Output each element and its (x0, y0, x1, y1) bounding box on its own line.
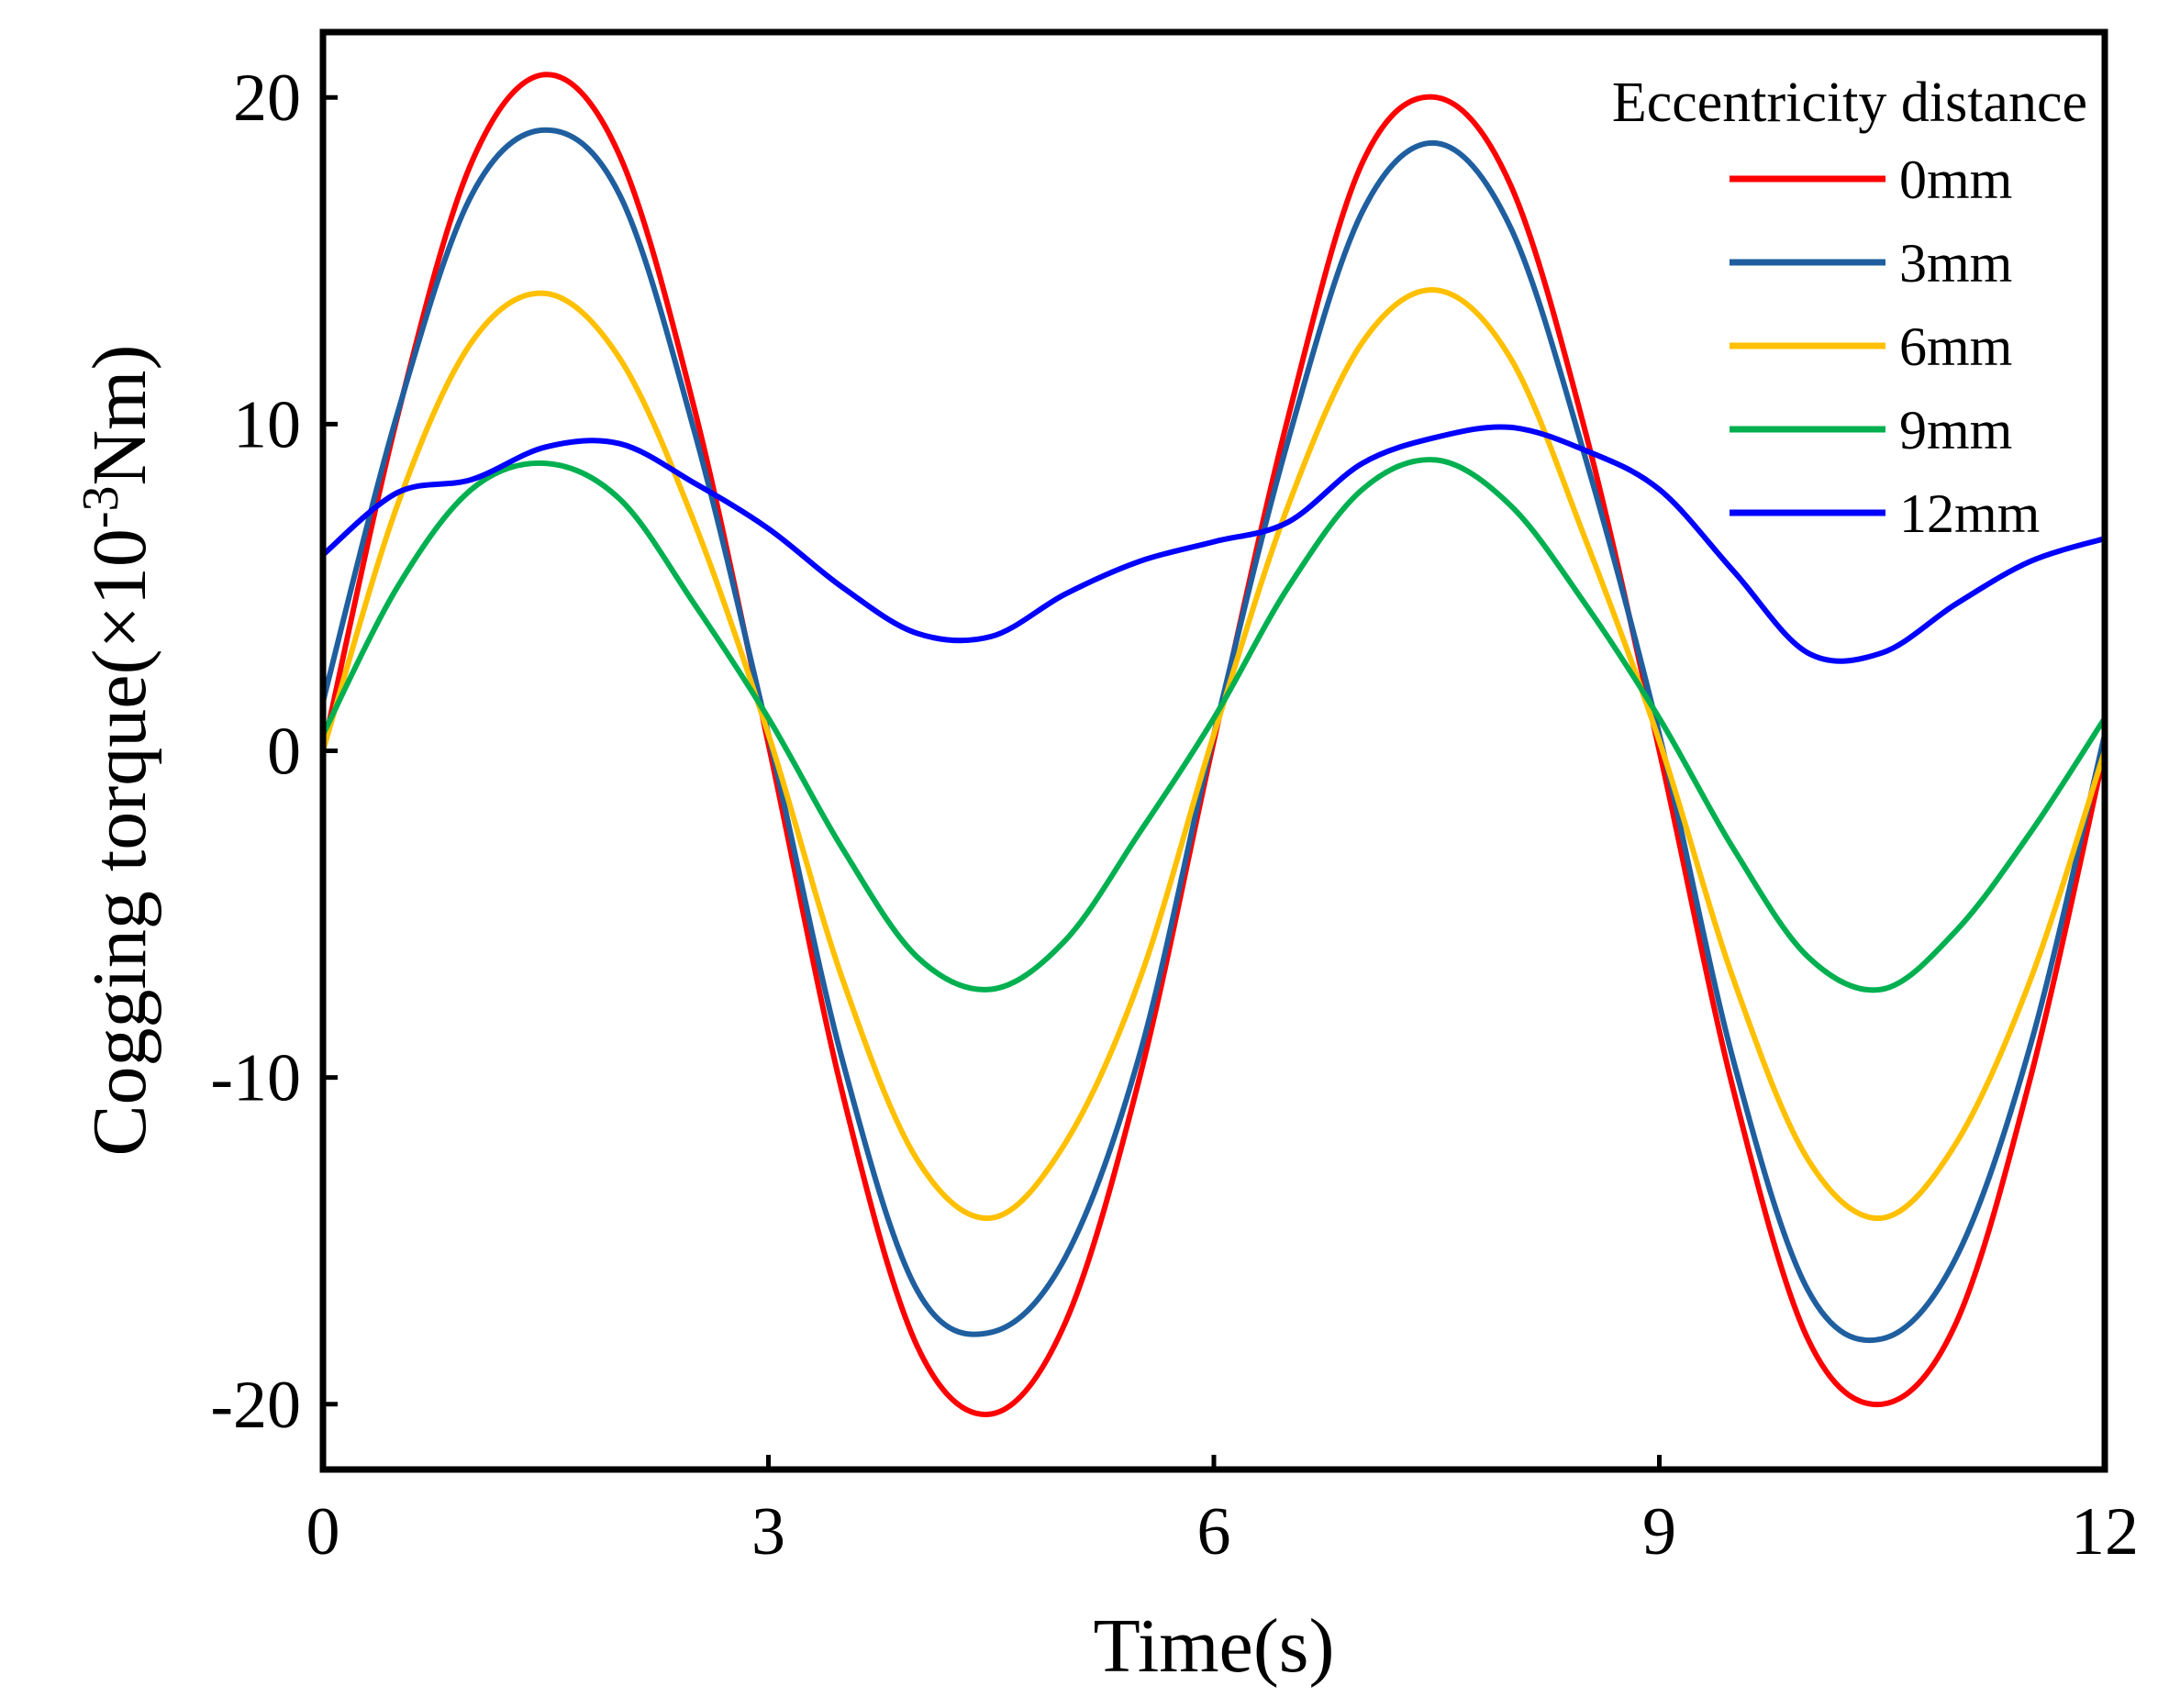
x-axis-title: Time(s) (1094, 1603, 1335, 1689)
y-axis-title: Cogging torque(×10-3Nm) (72, 345, 162, 1157)
x-tick-label-0: 0 (306, 1494, 340, 1569)
x-tick-label-9: 9 (1642, 1494, 1676, 1569)
x-tick-label-6: 6 (1197, 1494, 1231, 1569)
y-tick-label-10: 10 (233, 387, 301, 462)
series-line-6mm (320, 287, 2108, 1221)
series-layer (320, 72, 2108, 1417)
tick-layer: 0 3 6 9 12 -20 -10 0 10 20 (210, 61, 2139, 1569)
legend-title: Eccentricity distance (1612, 72, 2087, 134)
series-line-12mm (320, 424, 2108, 664)
y-tick-label-20: 20 (233, 61, 301, 136)
y-axis-title-prefix: Cogging torque(×10 (77, 528, 162, 1156)
x-tick-label-12: 12 (2071, 1494, 2139, 1569)
y-tick-label--10: -10 (210, 1041, 301, 1116)
legend-label-9mm: 9mm (1899, 400, 2012, 460)
legend-label-12mm: 12mm (1899, 483, 2040, 544)
y-tick-label-0: 0 (267, 715, 301, 790)
y-axis-title-suffix: Nm) (77, 345, 162, 486)
legend-label-6mm: 6mm (1899, 316, 2012, 377)
y-axis-title-superscript: -3 (72, 486, 129, 529)
legend-label-0mm: 0mm (1899, 150, 2012, 210)
series-line-9mm (320, 457, 2108, 993)
legend: Eccentricity distance 0mm 3mm 6mm 9mm 12mm (1612, 72, 2087, 544)
y-tick-label--20: -20 (210, 1368, 301, 1443)
legend-label-3mm: 3mm (1899, 233, 2012, 294)
x-tick-label-3: 3 (751, 1494, 785, 1569)
